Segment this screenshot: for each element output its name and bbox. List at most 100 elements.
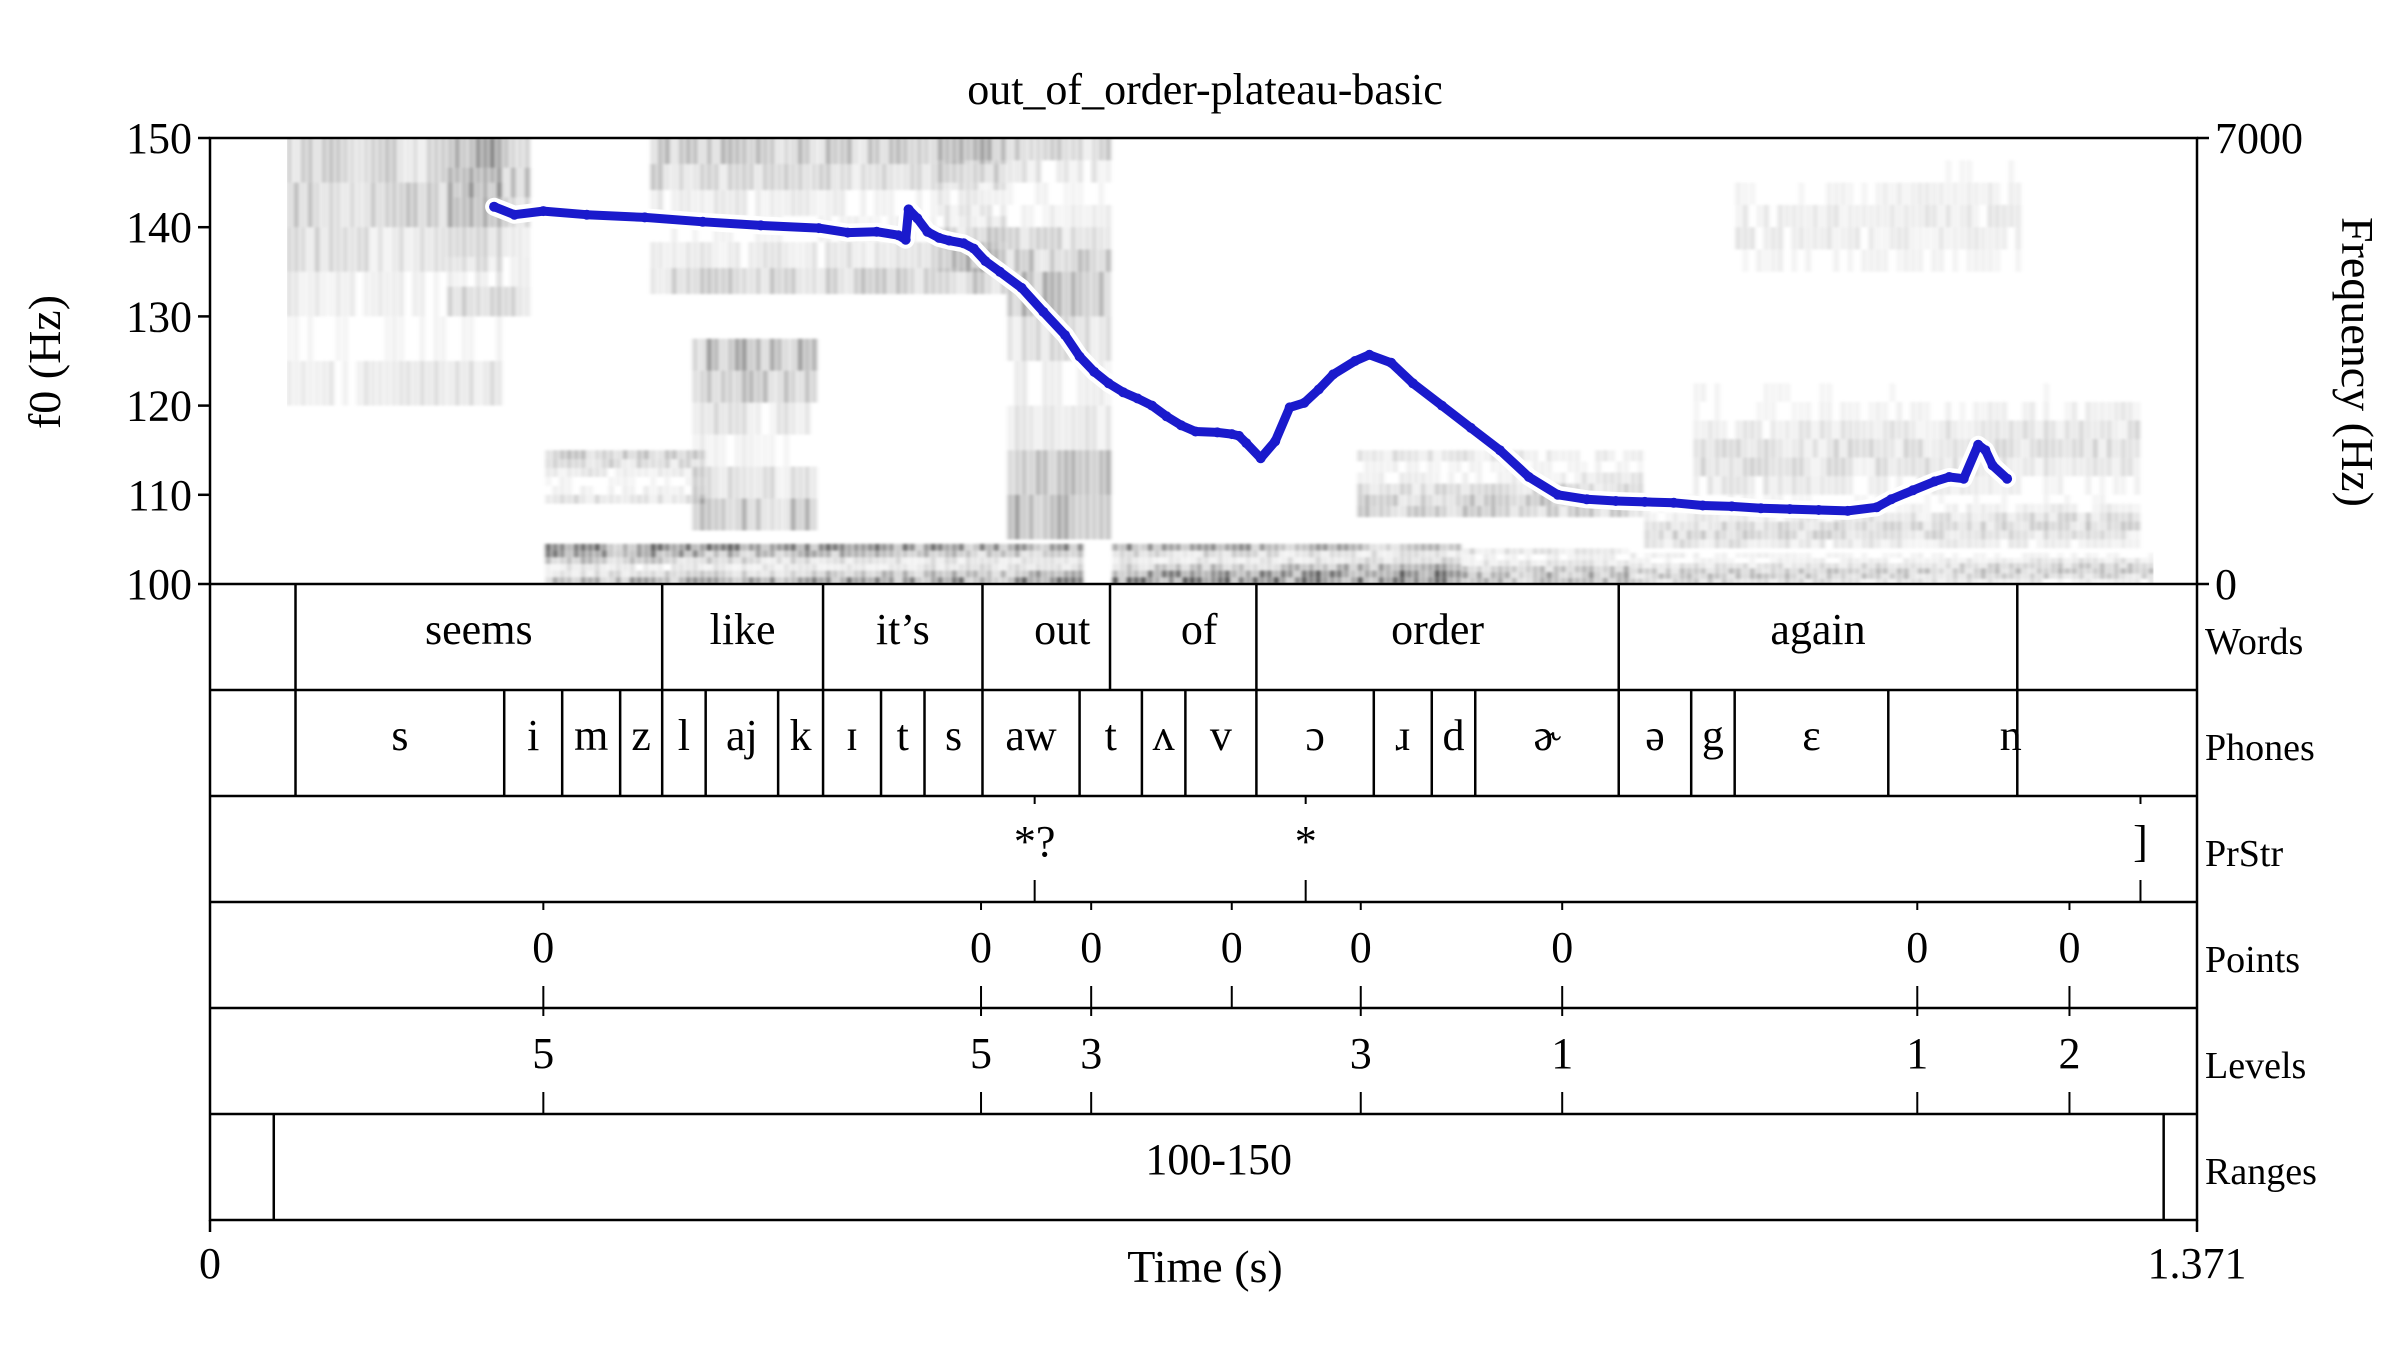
spectrogram-cell [2107, 557, 2112, 564]
interval-label: l [678, 711, 690, 760]
spectrogram-cell [1491, 572, 1496, 579]
spectrogram-cell [1729, 476, 1734, 495]
spectrogram-cell [742, 550, 747, 558]
spectrogram-cell [903, 268, 908, 295]
spectrogram-cell [1981, 578, 1986, 584]
spectrogram-cell [770, 557, 775, 564]
spectrogram-cell [574, 570, 579, 578]
spectrogram-cell [2128, 557, 2133, 564]
spectrogram-cell [385, 271, 390, 317]
pitch-point [1523, 472, 1534, 482]
spectrogram-cell [1855, 557, 1860, 564]
spectrogram-cell [826, 577, 831, 584]
spectrogram-cell [1414, 570, 1419, 578]
spectrogram-cell [1099, 249, 1104, 272]
spectrogram-cell [1750, 420, 1755, 440]
spectrogram-cell [1484, 548, 1489, 555]
spectrogram-cell [707, 550, 712, 558]
spectrogram-cell [518, 167, 523, 198]
spectrogram-cell [728, 550, 733, 558]
spectrogram-cell [658, 570, 663, 578]
spectrogram-cell [1659, 552, 1664, 558]
spectrogram-cell [1995, 512, 2000, 522]
pitch-point [980, 256, 991, 267]
spectrogram-cell [742, 543, 747, 551]
spectrogram-cell [742, 164, 747, 191]
spectrogram-cell [1757, 530, 1762, 540]
point-label: 3 [1350, 1029, 1372, 1078]
spectrogram-cell [1330, 557, 1335, 564]
spectrogram-cell [1848, 420, 1853, 440]
spectrogram-cell [966, 249, 971, 272]
spectrogram-cell [1036, 450, 1041, 495]
spectrogram-cell [2030, 552, 2035, 558]
spectrogram-cell [1785, 578, 1790, 584]
spectrogram-cell [826, 242, 831, 269]
spectrogram-cell [294, 316, 299, 361]
spectrogram-cell [833, 138, 838, 165]
spectrogram-cell [1967, 539, 1972, 549]
spectrogram-cell [1169, 543, 1174, 551]
spectrogram-cell [1365, 570, 1370, 578]
spectrogram-cell [427, 361, 432, 406]
spectrogram-cell [1939, 204, 1944, 228]
spectrogram-cell [1862, 249, 1867, 272]
spectrogram-cell [1778, 521, 1783, 531]
spectrogram-cell [1757, 578, 1762, 584]
spectrogram-cell [791, 557, 796, 564]
spectrogram-cell [875, 242, 880, 269]
spectrogram-cell [749, 370, 754, 403]
spectrogram-cell [1386, 505, 1391, 518]
spectrogram-cell [959, 577, 964, 584]
spectrogram-cell [2086, 568, 2091, 574]
spectrogram-cell [686, 570, 691, 578]
interval-label: order [1391, 605, 1484, 654]
spectrogram-cell [1561, 566, 1566, 573]
spectrogram-cell [966, 563, 971, 571]
spectrogram-cell [728, 577, 733, 584]
spectrogram-cell [756, 577, 761, 584]
spectrogram-cell [1974, 573, 1979, 579]
spectrogram-cell [931, 550, 936, 558]
spectrogram-cell [2016, 530, 2021, 540]
spectrogram-cell [1372, 461, 1377, 473]
spectrogram-cell [728, 268, 733, 295]
spectrogram-cell [686, 242, 691, 269]
spectrogram-cell [1141, 550, 1146, 558]
spectrogram-cell [889, 577, 894, 584]
spectrogram-cell [1883, 578, 1888, 584]
spectrogram-cell [980, 138, 985, 161]
spectrogram-cell [1435, 563, 1440, 571]
spectrogram-cell [1365, 563, 1370, 571]
spectrogram-cell [637, 468, 642, 477]
spectrogram-cell [931, 242, 936, 269]
spectrogram-cell [1036, 316, 1041, 361]
spectrogram-cell [1743, 573, 1748, 579]
spectrogram-cell [973, 160, 978, 183]
spectrogram-cell [1078, 405, 1083, 451]
spectrogram-cell [1393, 494, 1398, 506]
spectrogram-cell [987, 577, 992, 584]
spectrogram-cell [2093, 503, 2098, 513]
spectrogram-cell [2016, 249, 2021, 272]
spectrogram-cell [1708, 420, 1713, 440]
spectrogram-cell [1890, 512, 1895, 522]
spectrogram-cell [1708, 563, 1713, 569]
spectrogram-cell [2044, 383, 2049, 402]
spectrogram-cell [791, 402, 796, 435]
spectrogram-cell [1043, 570, 1048, 578]
spectrogram-cell [994, 563, 999, 571]
spectrogram-cell [2002, 557, 2007, 564]
spectrogram-cell [1834, 568, 1839, 574]
spectrogram-cell [1827, 439, 1832, 458]
spectrogram-cell [1092, 227, 1097, 250]
spectrogram-cell [1183, 570, 1188, 578]
spectrogram-cell [1239, 543, 1244, 551]
spectrogram-cell [378, 227, 383, 272]
spectrogram-cell [2114, 539, 2119, 549]
spectrogram-cell [987, 160, 992, 183]
spectrogram-cell [1736, 530, 1741, 540]
spectrogram-cell [1414, 550, 1419, 558]
spectrogram-cell [1540, 461, 1545, 473]
spectrogram-cell [1071, 182, 1076, 205]
